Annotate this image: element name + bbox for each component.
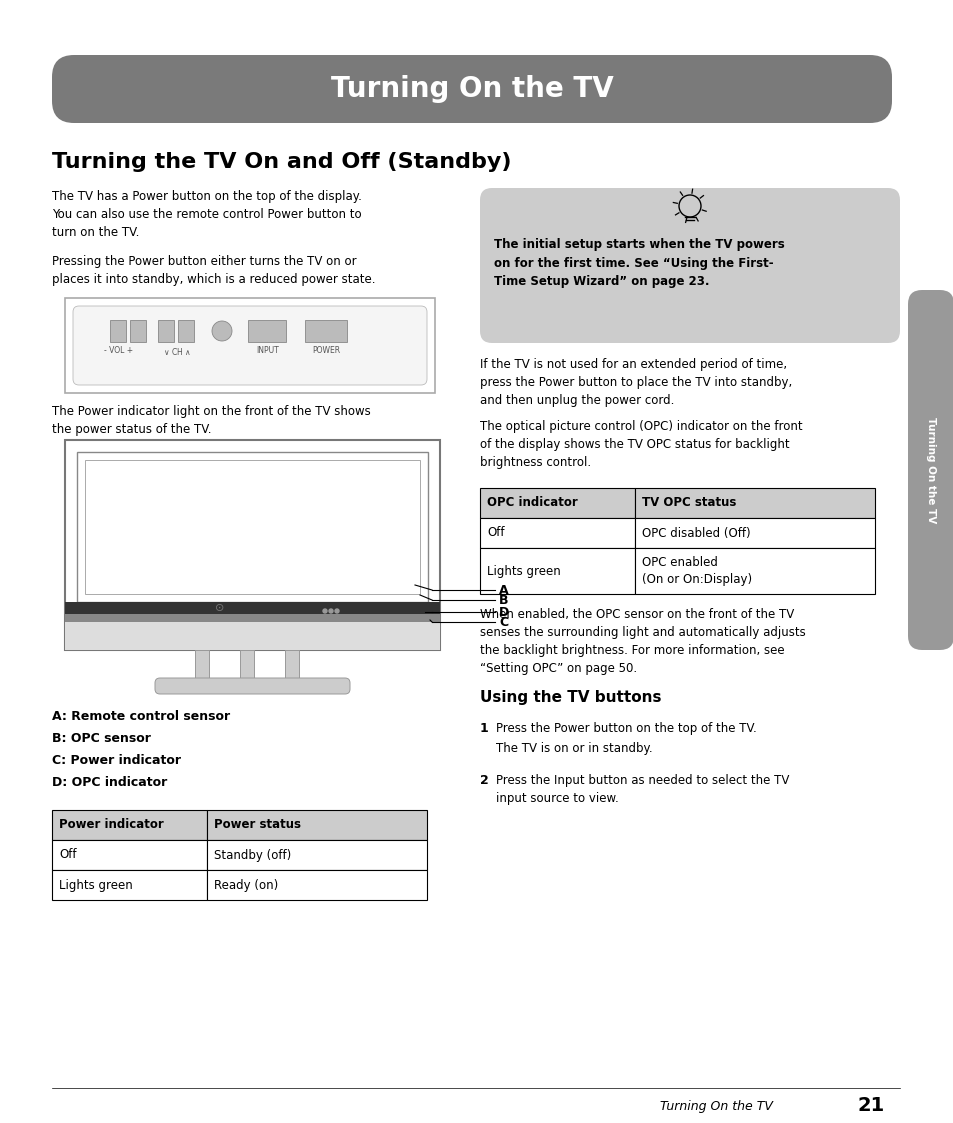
- Text: Lights green: Lights green: [59, 878, 132, 892]
- Text: The Power indicator light on the front of the TV shows
the power status of the T: The Power indicator light on the front o…: [52, 405, 371, 436]
- Text: Off: Off: [486, 527, 504, 539]
- Text: Turning On the TV: Turning On the TV: [925, 417, 935, 523]
- Bar: [479, 548, 635, 594]
- Text: ⊙: ⊙: [214, 603, 224, 613]
- Text: D: OPC indicator: D: OPC indicator: [52, 776, 167, 789]
- Text: Using the TV buttons: Using the TV buttons: [479, 690, 660, 705]
- Text: INPUT: INPUT: [256, 346, 279, 355]
- Text: If the TV is not used for an extended period of time,
press the Power button to : If the TV is not used for an extended pe…: [479, 358, 791, 407]
- Text: OPC indicator: OPC indicator: [486, 496, 578, 510]
- Text: OPC disabled (Off): OPC disabled (Off): [641, 527, 750, 539]
- Text: Press the Power button on the top of the TV.: Press the Power button on the top of the…: [496, 722, 756, 734]
- Bar: [65, 298, 435, 393]
- Bar: [207, 840, 427, 870]
- Text: The TV has a Power button on the top of the display.
You can also use the remote: The TV has a Power button on the top of …: [52, 190, 361, 239]
- Bar: [207, 870, 427, 900]
- Circle shape: [323, 609, 327, 613]
- Bar: [635, 518, 874, 548]
- Text: A: Remote control sensor: A: Remote control sensor: [52, 710, 230, 723]
- Text: Turning On the TV: Turning On the TV: [331, 75, 613, 103]
- Bar: [285, 650, 298, 678]
- Bar: [635, 489, 874, 518]
- Bar: [52, 840, 207, 870]
- Bar: [65, 440, 439, 650]
- Text: $\vee$ CH $\wedge$: $\vee$ CH $\wedge$: [163, 346, 191, 357]
- Text: Power status: Power status: [213, 819, 301, 831]
- Text: C: C: [498, 615, 508, 629]
- Bar: [248, 320, 286, 343]
- Bar: [110, 320, 126, 343]
- Text: The initial setup starts when the TV powers
on for the first time. See “Using th: The initial setup starts when the TV pow…: [494, 238, 784, 287]
- Bar: [240, 650, 253, 678]
- FancyBboxPatch shape: [154, 678, 350, 694]
- Text: When enabled, the OPC sensor on the front of the TV
senses the surrounding light: When enabled, the OPC sensor on the fron…: [479, 608, 805, 675]
- Bar: [207, 810, 427, 840]
- Bar: [305, 320, 347, 343]
- Circle shape: [335, 609, 338, 613]
- Text: B: B: [498, 593, 508, 606]
- Bar: [194, 650, 209, 678]
- Text: 2: 2: [479, 774, 488, 787]
- Text: Power indicator: Power indicator: [59, 819, 164, 831]
- Text: Lights green: Lights green: [486, 565, 560, 577]
- Bar: [635, 548, 874, 594]
- Bar: [130, 320, 146, 343]
- Circle shape: [212, 321, 232, 341]
- Text: B: OPC sensor: B: OPC sensor: [52, 732, 151, 745]
- Bar: [65, 614, 439, 622]
- Text: POWER: POWER: [312, 346, 339, 355]
- Bar: [178, 320, 193, 343]
- Text: A: A: [498, 584, 508, 596]
- Text: 21: 21: [857, 1096, 884, 1115]
- Text: 1: 1: [479, 722, 488, 734]
- Circle shape: [329, 609, 333, 613]
- Bar: [52, 870, 207, 900]
- Text: The optical picture control (OPC) indicator on the front
of the display shows th: The optical picture control (OPC) indica…: [479, 420, 801, 469]
- Text: OPC enabled
(On or On:Display): OPC enabled (On or On:Display): [641, 556, 751, 586]
- Text: C: Power indicator: C: Power indicator: [52, 754, 181, 767]
- Bar: [77, 451, 428, 602]
- Text: The TV is on or in standby.: The TV is on or in standby.: [496, 742, 652, 755]
- FancyBboxPatch shape: [73, 305, 427, 385]
- Text: Off: Off: [59, 849, 76, 861]
- Text: TV OPC status: TV OPC status: [641, 496, 736, 510]
- Bar: [479, 489, 635, 518]
- Text: Ready (on): Ready (on): [213, 878, 278, 892]
- Bar: [479, 518, 635, 548]
- Bar: [52, 810, 207, 840]
- Bar: [65, 622, 439, 650]
- FancyBboxPatch shape: [907, 290, 953, 650]
- Bar: [65, 602, 439, 614]
- Text: - VOL +: - VOL +: [104, 346, 133, 355]
- FancyBboxPatch shape: [479, 188, 899, 343]
- FancyBboxPatch shape: [52, 55, 891, 124]
- Text: Press the Input button as needed to select the TV
input source to view.: Press the Input button as needed to sele…: [496, 774, 788, 805]
- Text: Turning the TV On and Off (Standby): Turning the TV On and Off (Standby): [52, 152, 511, 172]
- Text: Turning On the TV: Turning On the TV: [659, 1101, 772, 1113]
- Text: Standby (off): Standby (off): [213, 849, 291, 861]
- Bar: [158, 320, 173, 343]
- Bar: [85, 460, 419, 594]
- Text: Pressing the Power button either turns the TV on or
places it into standby, whic: Pressing the Power button either turns t…: [52, 255, 375, 286]
- Text: D: D: [498, 605, 509, 619]
